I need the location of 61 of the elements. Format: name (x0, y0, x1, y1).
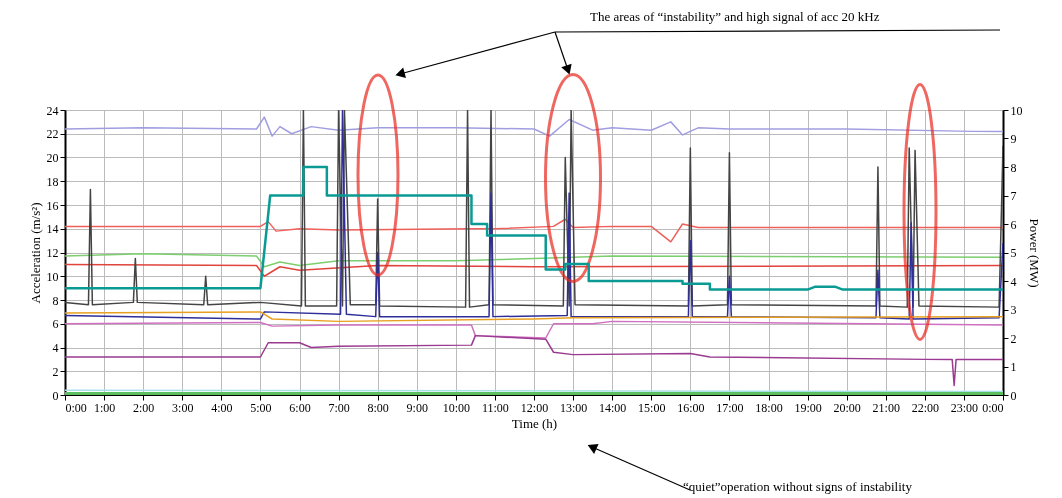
x-tick-label: 23:00 (950, 400, 979, 415)
x-tick-label: 4:00 (211, 400, 233, 415)
text: “quiet”operation without signs of instability (683, 479, 913, 494)
y-tick-label: 20 (46, 151, 59, 165)
x-tick-label: 12:00 (520, 400, 549, 415)
x-tick-label: 0:00 (65, 400, 87, 415)
x-tick-label: 13:00 (559, 400, 588, 415)
line-series (65, 116, 1003, 137)
y2-tick-label: 4 (1010, 274, 1017, 289)
y2-tick-label: 6 (1010, 217, 1017, 232)
y-axis-title: Acceleration (m/s²) (27, 202, 43, 304)
y-tick-label: 14 (46, 222, 59, 237)
line-series (65, 252, 1003, 268)
text: The areas of “instability” and high signal of acc 20 kHz (590, 9, 880, 24)
y2-tick-label: 8 (1010, 160, 1017, 175)
y-tick-label: 16 (46, 198, 59, 213)
x-tick-label: 11:00 (481, 400, 509, 415)
y2-tick-label: 0 (1010, 388, 1017, 403)
y-tick-label: 4 (52, 341, 59, 355)
y-tick-label: 0 (52, 388, 59, 403)
x-tick-label: 9:00 (406, 400, 428, 415)
x-tick-label: 22:00 (911, 400, 940, 415)
x-tick-label: 8:00 (367, 400, 389, 415)
y-tick-label: 22 (46, 127, 59, 142)
line-series (65, 165, 1003, 291)
y2-tick-label: 7 (1010, 189, 1017, 203)
line-series (65, 311, 1003, 323)
x-tick-label: 14:00 (598, 400, 627, 415)
x-tick-label: 15:00 (638, 400, 666, 415)
x-tick-label: 7:00 (328, 400, 350, 415)
x-tick-label: 3:00 (172, 400, 194, 415)
x-tick-label: 17:00 (716, 400, 744, 415)
line-series (65, 334, 1003, 387)
y-tick-label: 6 (52, 317, 59, 332)
x-tick-label: 18:00 (755, 400, 783, 415)
x-tick-label: 21:00 (872, 400, 900, 415)
y2-axis-title: Power (MW) (1026, 218, 1042, 288)
y-tick-label: 2 (52, 364, 59, 379)
y2-tick-label: 9 (1010, 132, 1017, 146)
x-axis-title: Time (h) (511, 415, 558, 431)
x-tick-label: 2:00 (132, 400, 155, 415)
x-tick-label: 1:00 (93, 400, 116, 415)
y2-tick-label: 10 (1010, 103, 1023, 118)
x-tick-label: 0:00 (982, 400, 1004, 415)
x-tick-label: 16:00 (677, 400, 705, 415)
y-tick-label: 18 (46, 174, 59, 189)
y2-tick-label: 3 (1010, 303, 1017, 317)
y2-tick-label: 5 (1010, 246, 1017, 260)
x-tick-label: 5:00 (250, 400, 272, 415)
y-tick-label: 24 (46, 103, 59, 118)
x-tick-label: 19:00 (794, 400, 822, 415)
y-tick-label: 12 (46, 246, 59, 260)
x-tick-label: 20:00 (833, 400, 861, 415)
line-series (65, 218, 1003, 243)
y2-tick-label: 2 (1010, 331, 1017, 346)
x-tick-label: 10:00 (442, 400, 471, 415)
y-tick-label: 10 (46, 269, 59, 284)
line-series (65, 320, 1003, 339)
x-tick-label: 6:00 (289, 400, 311, 415)
y-tick-label: 8 (52, 293, 59, 308)
y2-tick-label: 1 (1010, 360, 1017, 374)
